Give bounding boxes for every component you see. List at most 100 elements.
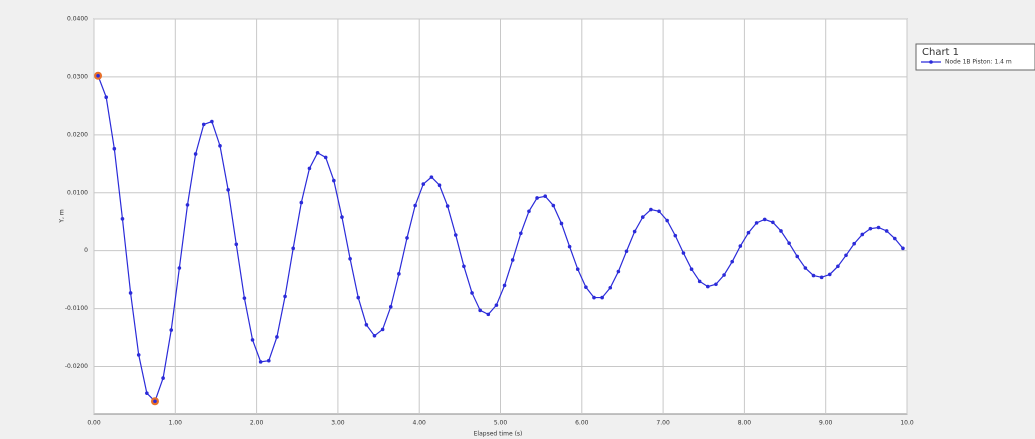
point-marker: [478, 308, 482, 313]
point-marker: [242, 296, 247, 300]
point-marker: [323, 155, 328, 160]
point-marker: [510, 258, 515, 262]
point-marker: [453, 233, 458, 237]
point-marker: [153, 399, 157, 404]
point-marker: [608, 285, 613, 290]
point-marker: [852, 241, 856, 246]
point-marker: [730, 259, 735, 264]
point-marker: [527, 209, 531, 214]
point-marker: [860, 232, 865, 237]
point-marker: [421, 182, 426, 186]
point-marker: [624, 249, 629, 254]
y-tick-label: 0.0400: [67, 16, 88, 23]
point-marker: [413, 203, 417, 208]
x-tick-label: 7.00: [656, 420, 670, 427]
point-marker: [470, 291, 474, 295]
point-marker: [185, 203, 190, 207]
point-marker: [283, 294, 287, 299]
point-marker: [779, 229, 783, 233]
point-marker: [258, 360, 263, 364]
point-marker: [169, 328, 174, 332]
point-marker: [714, 282, 718, 287]
x-tick-label: 6.00: [575, 420, 589, 427]
point-marker: [486, 312, 491, 317]
point-marker: [535, 196, 539, 200]
x-axis-title: Elapsed time (s): [474, 431, 523, 438]
point-marker: [559, 221, 564, 226]
point-marker: [112, 146, 117, 151]
point-marker: [96, 73, 100, 78]
x-tick-label: 1.00: [169, 420, 183, 427]
point-marker: [437, 183, 442, 188]
point-marker: [901, 246, 905, 251]
point-marker: [616, 269, 621, 274]
y-tick-label: 0: [84, 247, 88, 254]
point-marker: [876, 225, 881, 230]
point-marker: [380, 327, 385, 332]
point-marker: [234, 242, 239, 247]
point-marker: [754, 221, 759, 225]
point-marker: [868, 226, 873, 231]
point-marker: [819, 275, 824, 280]
y-axis-title: Y, m: [59, 209, 66, 223]
point-marker: [210, 119, 214, 124]
point-marker: [136, 353, 141, 357]
point-marker: [649, 207, 653, 212]
x-tick-label: 9.00: [819, 420, 833, 427]
point-marker: [592, 295, 596, 300]
point-marker: [161, 376, 165, 380]
legend-label: Node 1B Piston: 1.4 m: [945, 59, 1012, 66]
point-marker: [218, 144, 222, 148]
point-marker: [665, 218, 669, 223]
point-marker: [104, 95, 108, 99]
point-marker: [706, 284, 710, 289]
point-marker: [128, 291, 133, 295]
point-marker: [332, 178, 336, 183]
point-marker: [893, 236, 897, 241]
point-marker: [640, 215, 645, 219]
point-marker: [201, 122, 206, 127]
point-marker: [600, 295, 604, 300]
point-marker: [738, 244, 743, 248]
point-marker: [266, 358, 271, 363]
point-marker: [657, 209, 661, 214]
point-marker: [226, 188, 230, 192]
point-marker: [494, 303, 499, 307]
point-marker: [567, 244, 572, 249]
x-tick-label: 5.00: [494, 420, 508, 427]
point-marker: [462, 264, 466, 269]
point-marker: [673, 233, 678, 238]
point-marker: [291, 246, 295, 251]
point-marker: [762, 217, 767, 222]
point-marker: [543, 194, 548, 199]
point-marker: [405, 236, 409, 240]
x-tick-label: 3.00: [331, 420, 345, 427]
point-marker: [884, 229, 889, 233]
point-marker: [827, 272, 832, 277]
legend: [915, 43, 1035, 71]
series-line: [97, 75, 904, 403]
point-marker: [746, 230, 751, 235]
legend-marker: [929, 60, 933, 64]
y-tick-label: 0.0100: [67, 189, 88, 196]
point-marker: [145, 391, 149, 395]
point-marker: [787, 241, 791, 245]
point-marker: [575, 267, 580, 272]
x-tick-label: 0.00: [87, 420, 101, 427]
point-marker: [372, 334, 377, 338]
point-marker: [445, 204, 450, 208]
y-tick-label: 0.0300: [67, 73, 88, 80]
point-marker: [356, 295, 361, 300]
point-marker: [299, 200, 304, 205]
point-marker: [250, 338, 255, 342]
point-marker: [315, 150, 320, 155]
point-marker: [803, 266, 808, 270]
y-tick-label: 0.0200: [67, 131, 88, 138]
point-marker: [307, 166, 312, 171]
point-marker: [397, 272, 401, 276]
y-tick-label: -0.0200: [65, 363, 88, 370]
point-marker: [584, 285, 588, 289]
point-marker: [429, 175, 434, 179]
point-marker: [795, 254, 800, 259]
